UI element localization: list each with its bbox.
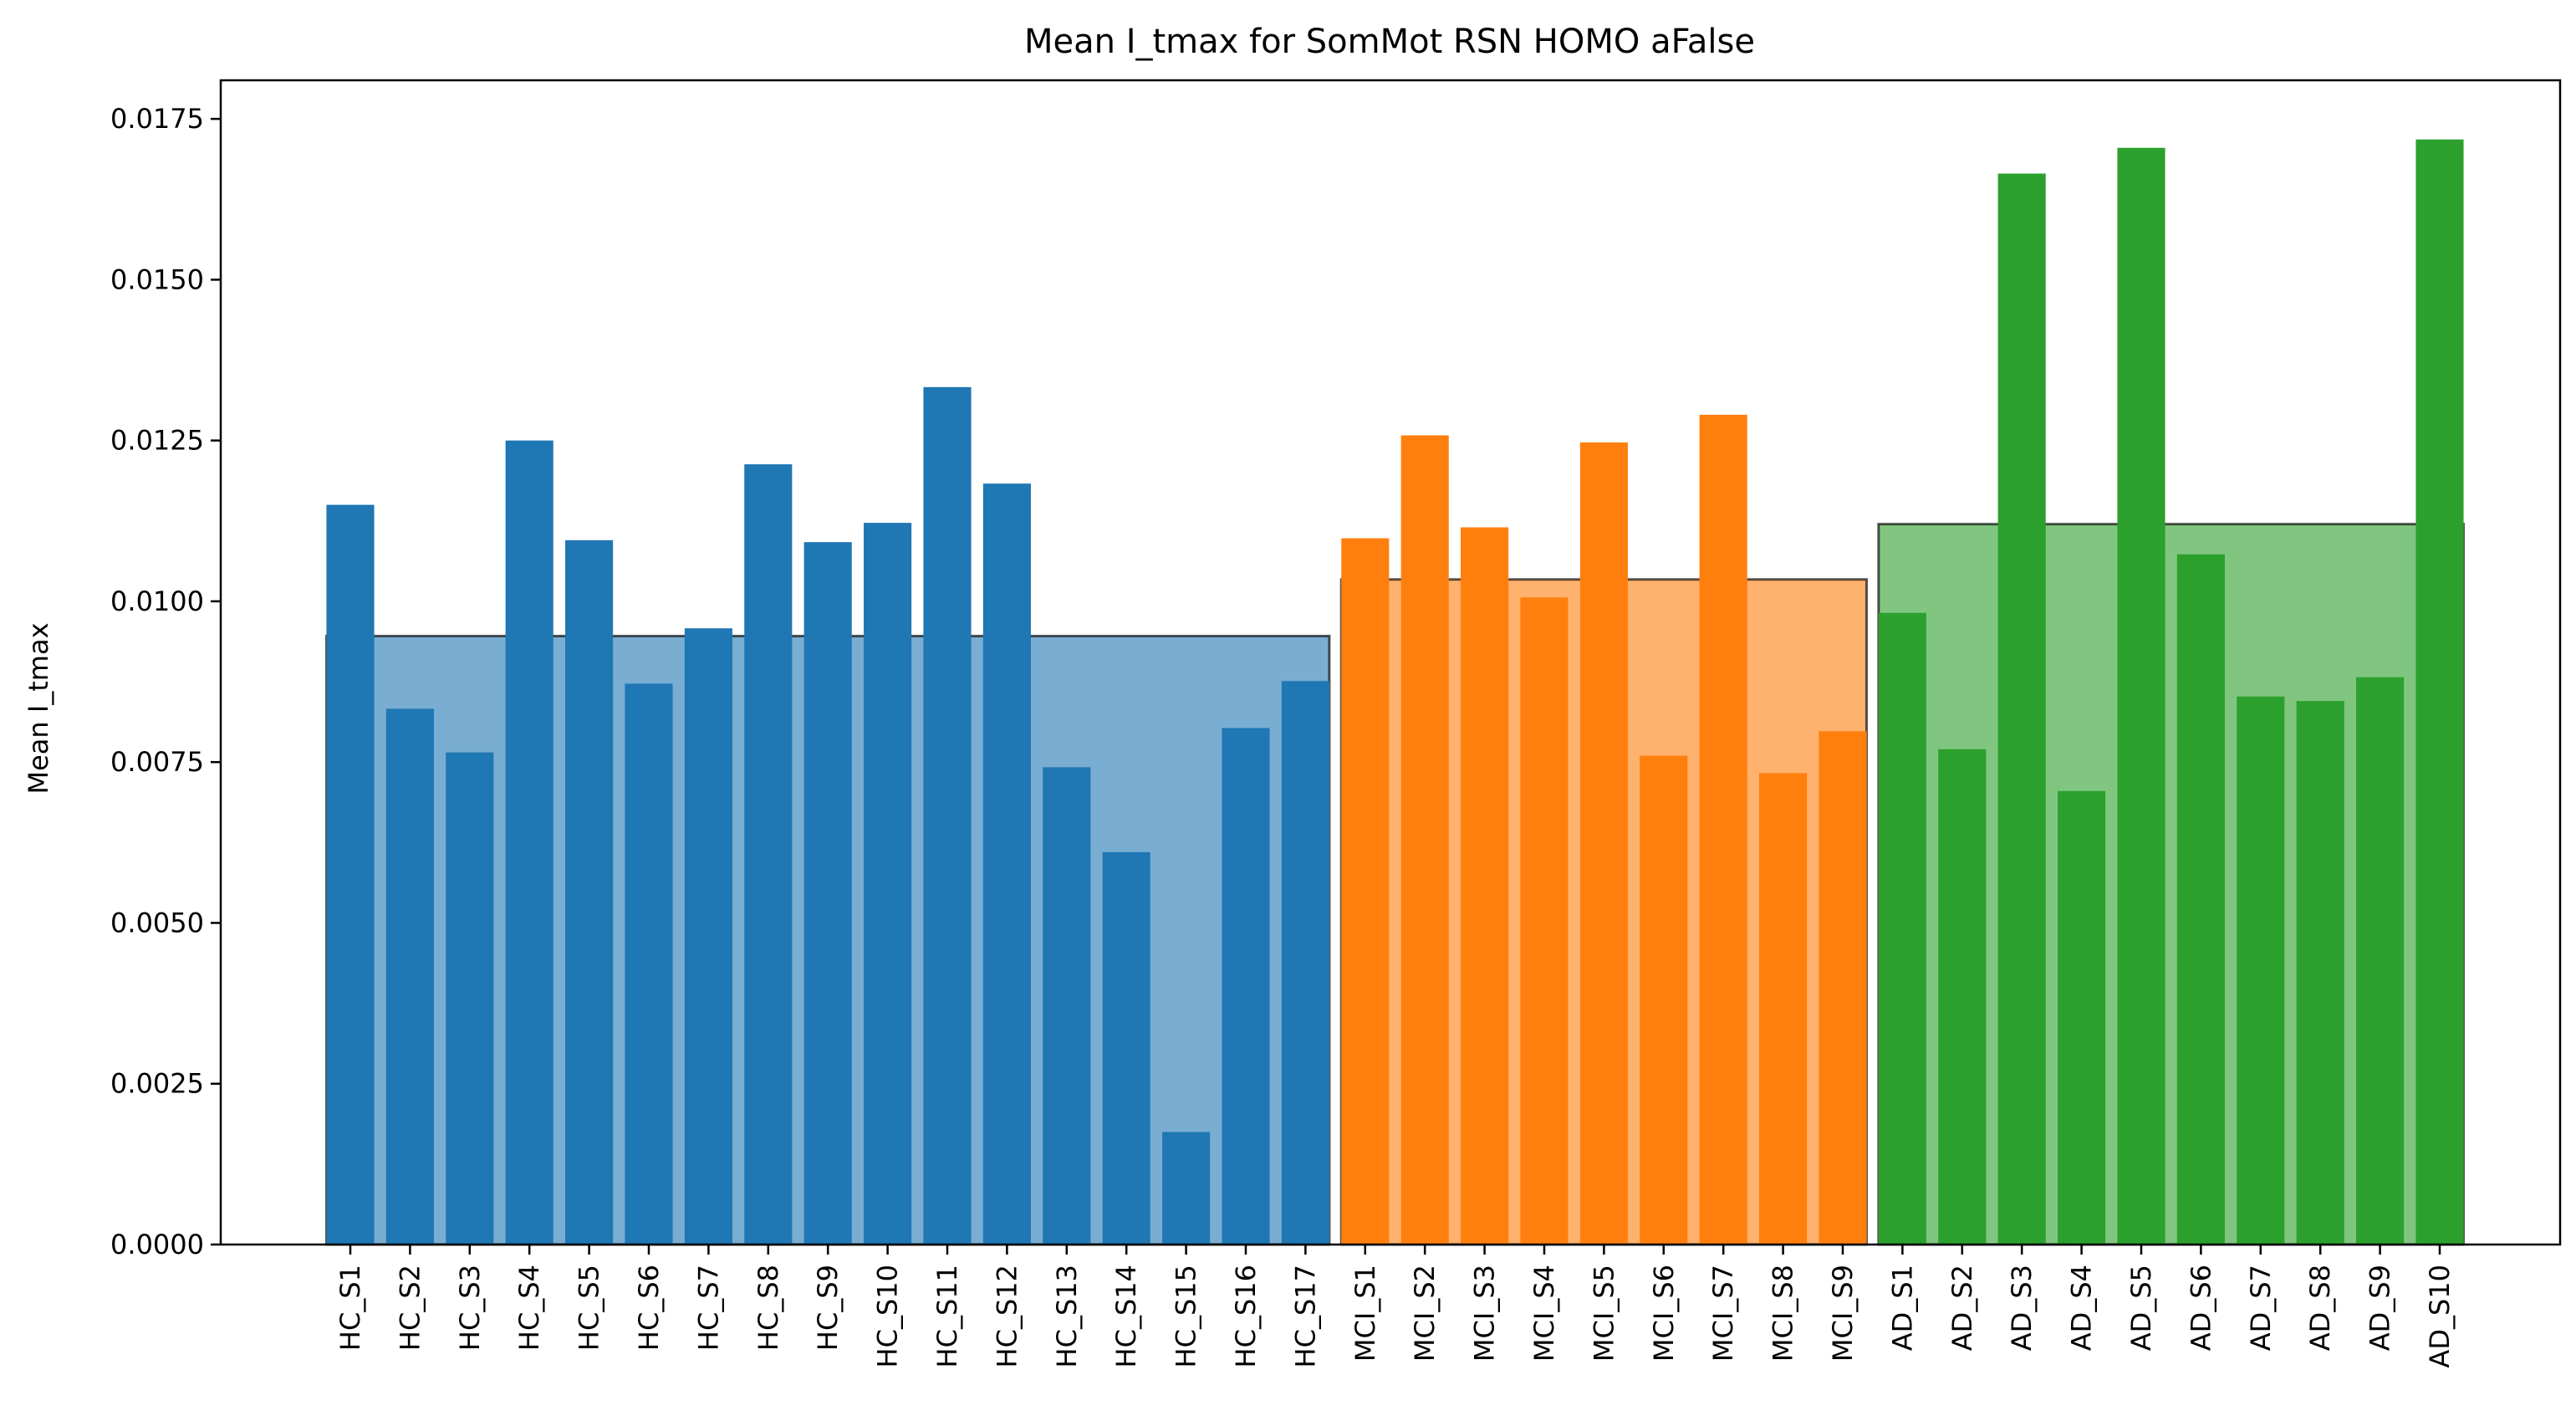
- bar: [982, 483, 1031, 1245]
- x-tick-label: MCI_S4: [1528, 1265, 1560, 1362]
- x-tick-label: HC_S5: [574, 1265, 605, 1351]
- x-tick-label: MCI_S3: [1469, 1265, 1501, 1362]
- bar: [803, 542, 852, 1245]
- bar: [1461, 527, 1509, 1245]
- y-tick-label: 0.0075: [110, 746, 204, 778]
- x-tick-label: AD_S3: [2006, 1265, 2038, 1351]
- bar: [2176, 554, 2225, 1245]
- x-tick-label: MCI_S2: [1409, 1265, 1441, 1362]
- bar: [2117, 147, 2165, 1245]
- bar: [1699, 414, 1747, 1245]
- bar: [1997, 173, 2046, 1245]
- x-tick-label: HC_S12: [991, 1265, 1023, 1367]
- y-tick-label: 0.0025: [110, 1068, 204, 1100]
- bar: [923, 386, 972, 1245]
- x-tick-label: HC_S13: [1051, 1265, 1083, 1367]
- bar: [1759, 773, 1808, 1245]
- x-tick-label: MCI_S9: [1827, 1265, 1859, 1362]
- bar: [1579, 442, 1628, 1245]
- bar: [1400, 435, 1449, 1245]
- x-tick-label: HC_S17: [1289, 1265, 1321, 1367]
- y-tick-label: 0.0000: [110, 1229, 204, 1260]
- x-tick-label: HC_S8: [752, 1265, 784, 1351]
- x-tick-label: MCI_S6: [1648, 1265, 1680, 1362]
- x-tick-label: MCI_S8: [1767, 1265, 1799, 1362]
- bar: [1102, 851, 1150, 1245]
- x-tick-label: HC_S3: [454, 1265, 486, 1351]
- bars: [326, 139, 2464, 1245]
- bar: [2415, 139, 2464, 1245]
- bar: [1162, 1132, 1211, 1245]
- x-tick-label: HC_S15: [1171, 1265, 1202, 1367]
- x-tick-label: HC_S14: [1110, 1265, 1142, 1367]
- bar: [684, 628, 732, 1245]
- y-tick-label: 0.0175: [110, 103, 204, 135]
- bar: [1520, 597, 1569, 1245]
- bar: [1222, 728, 1270, 1245]
- y-tick-label: 0.0050: [110, 907, 204, 938]
- bar: [744, 464, 793, 1245]
- x-tick-label: HC_S6: [633, 1265, 665, 1351]
- bar: [1878, 612, 1926, 1245]
- bar: [2356, 677, 2405, 1245]
- y-tick-label: 0.0150: [110, 263, 204, 295]
- bar: [565, 539, 614, 1245]
- x-tick-label: AD_S1: [1886, 1265, 1918, 1351]
- bar: [2237, 696, 2285, 1245]
- bar: [2058, 790, 2106, 1245]
- bar: [446, 752, 494, 1245]
- bar: [625, 683, 673, 1245]
- x-tick-label: AD_S4: [2066, 1265, 2098, 1351]
- y-tick-label: 0.0125: [110, 425, 204, 457]
- x-tick-label: AD_S10: [2424, 1265, 2456, 1368]
- x-tick-label: AD_S8: [2304, 1265, 2336, 1351]
- x-tick-label: HC_S16: [1230, 1265, 1262, 1367]
- bar: [1043, 767, 1091, 1245]
- x-tick-label: HC_S7: [692, 1265, 724, 1351]
- bar: [1819, 731, 1867, 1245]
- y-tick-label: 0.0100: [110, 585, 204, 617]
- x-tick-label: HC_S10: [872, 1265, 904, 1367]
- bar: [326, 504, 375, 1245]
- x-tick-label: AD_S2: [1946, 1265, 1978, 1351]
- x-tick-label: AD_S5: [2125, 1265, 2157, 1351]
- x-tick-label: MCI_S7: [1707, 1265, 1739, 1362]
- x-tick-label: HC_S2: [394, 1265, 426, 1351]
- bar: [1640, 755, 1688, 1245]
- y-axis-ticks: 0.0000 0.0025 0.0050 0.0075 0.0100 0.0125 0.01…: [110, 103, 221, 1260]
- x-tick-label: AD_S9: [2364, 1265, 2396, 1351]
- x-tick-label: MCI_S1: [1349, 1265, 1381, 1362]
- bar: [505, 440, 553, 1245]
- bar: [2296, 701, 2344, 1245]
- bar: [385, 708, 434, 1245]
- x-tick-label: AD_S6: [2185, 1265, 2216, 1351]
- x-tick-label: HC_S11: [931, 1265, 963, 1367]
- bar: [1341, 538, 1390, 1245]
- x-tick-label: MCI_S5: [1588, 1265, 1620, 1362]
- bar: [1281, 681, 1329, 1245]
- x-axis-ticks: HC_S1 HC_S2 HC_S3 HC_S4 HC_S5 HC_S6 HC_S7 HC_S8…: [334, 1245, 2456, 1368]
- chart-title: Mean I_tmax for SomMot RSN HOMO aFalse: [1024, 23, 1755, 61]
- plot-frame: [219, 79, 2562, 1246]
- bar: [1938, 749, 1987, 1245]
- x-tick-label: HC_S9: [812, 1265, 844, 1351]
- bar: [864, 523, 912, 1245]
- x-tick-label: HC_S4: [513, 1265, 545, 1351]
- y-axis-label: Mean I_tmax: [23, 622, 54, 794]
- x-tick-label: HC_S1: [334, 1265, 366, 1351]
- x-tick-label: AD_S7: [2245, 1265, 2277, 1351]
